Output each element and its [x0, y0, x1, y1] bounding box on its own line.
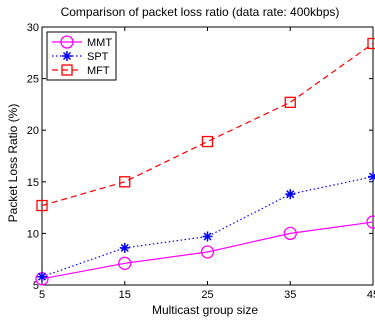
x-tick-label: 45: [367, 289, 375, 301]
chart-title: Comparison of packet loss ratio (data ra…: [61, 5, 340, 19]
point-mmt: [366, 215, 375, 229]
point-mmt: [283, 226, 297, 241]
series-lines: [41, 43, 374, 280]
y-tick-label: 10: [27, 228, 39, 240]
point-spt: [368, 171, 375, 182]
x-tick-label: 35: [284, 289, 296, 301]
point-spt: [285, 189, 296, 200]
legend-label-mmt: MMT: [87, 37, 112, 49]
x-axis-label: Multicast group size: [152, 303, 258, 317]
point-mft: [201, 135, 214, 148]
series-line-mmt: [41, 221, 374, 280]
axis-ticks: 5 15 25 35 45 5 10 15 20 25 30: [27, 22, 375, 301]
point-mft: [284, 96, 296, 108]
legend-marker-mft: [61, 64, 73, 76]
point-spt: [202, 231, 213, 242]
y-tick-label: 20: [27, 125, 39, 137]
series-line-mft: [41, 43, 374, 207]
point-mmt: [200, 245, 215, 259]
legend-marker-mmt: [60, 35, 74, 49]
point-mft: [367, 37, 375, 50]
x-tick-label: 15: [119, 289, 131, 301]
y-tick-label: 25: [27, 74, 39, 86]
x-tick-label: 5: [39, 289, 45, 301]
y-axis-label: Packet Loss Ratio (%): [6, 104, 20, 223]
legend: MMT SPT MFT: [46, 31, 117, 81]
point-spt: [37, 271, 47, 282]
series-line-spt: [41, 176, 374, 278]
y-tick-label: 15: [27, 177, 39, 189]
point-spt: [119, 242, 130, 253]
legend-label-spt: SPT: [87, 51, 109, 63]
y-tick-label: 5: [33, 280, 39, 292]
point-mmt: [118, 256, 132, 270]
y-tick-label: 30: [27, 22, 39, 34]
legend-marker-spt: [62, 51, 72, 61]
series-markers: [35, 37, 375, 286]
point-mft: [36, 199, 48, 212]
point-mft: [119, 176, 131, 188]
x-tick-label: 25: [201, 289, 213, 301]
legend-label-mft: MFT: [87, 65, 110, 77]
